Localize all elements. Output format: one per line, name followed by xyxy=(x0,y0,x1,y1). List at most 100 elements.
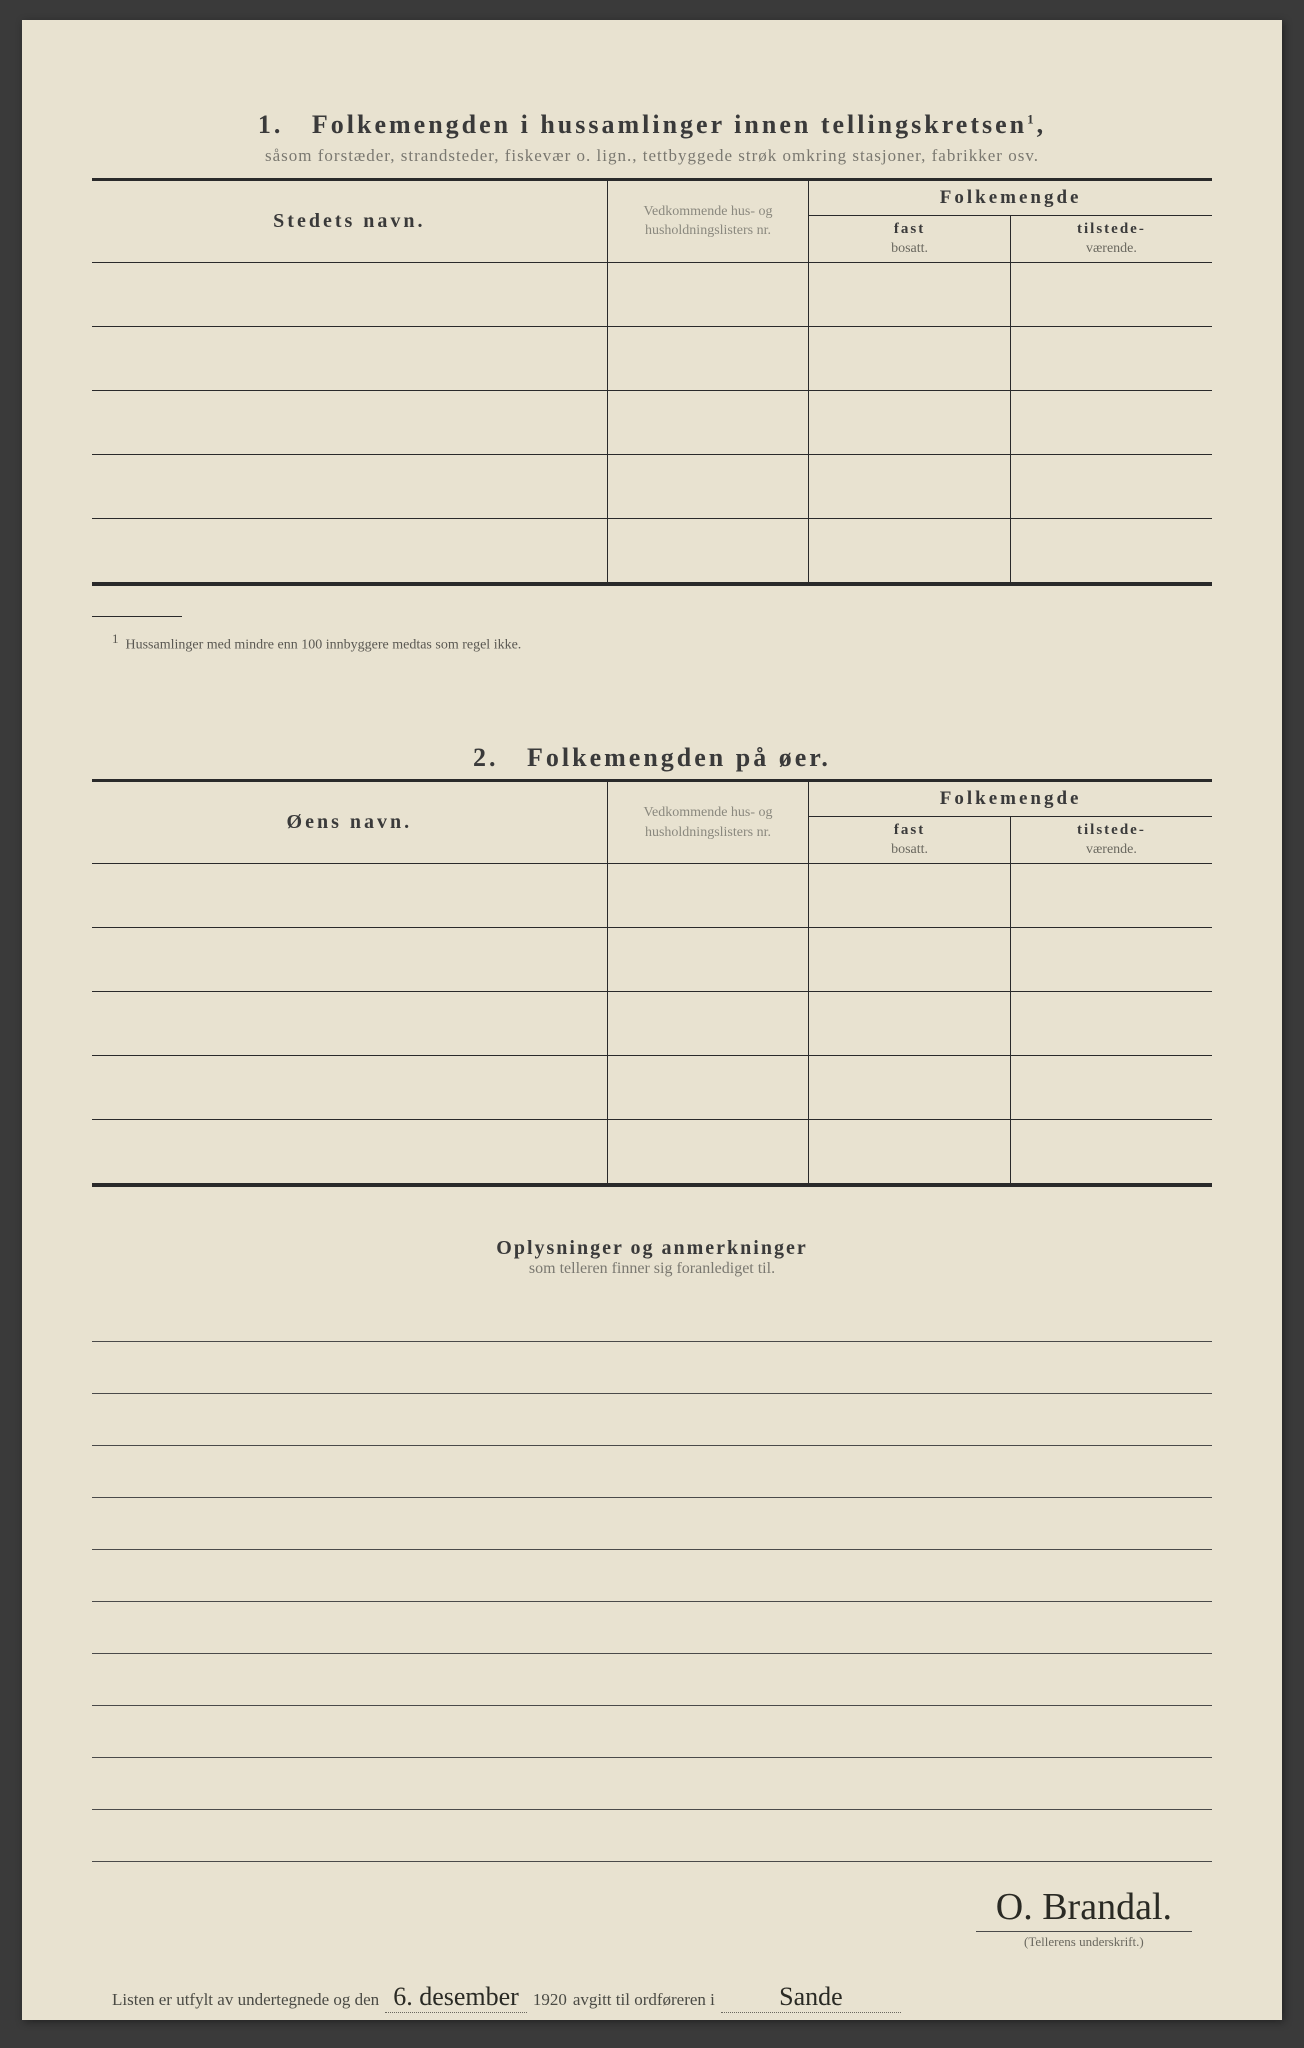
sig-date: 6. desember xyxy=(385,1982,527,2013)
table-cell xyxy=(809,1120,1011,1184)
col-fast-2: fastbosatt. xyxy=(809,817,1011,864)
col-stedets-navn: Stedets navn. xyxy=(92,181,607,262)
table-cell xyxy=(92,454,607,518)
sig-mid: avgitt til ordføreren i xyxy=(573,1990,715,2010)
table-cell xyxy=(1010,1120,1212,1184)
table-row xyxy=(92,864,1212,928)
remark-line xyxy=(92,1394,1212,1446)
table-2: Øens navn. Vedkommende hus- og husholdni… xyxy=(92,782,1212,1184)
col-oens-navn: Øens navn. xyxy=(92,782,607,863)
footnote: 1 Hussamlinger med mindre enn 100 innbyg… xyxy=(92,631,1212,654)
sig-name: O. Brandal. xyxy=(976,1885,1192,1932)
sig-year: 1920 xyxy=(533,1990,567,2010)
census-form-page: 1. Folkemengden i hussamlinger innen tel… xyxy=(22,20,1282,2020)
table-cell xyxy=(809,992,1011,1056)
table-cell xyxy=(809,390,1011,454)
remark-line xyxy=(92,1342,1212,1394)
table-cell xyxy=(1010,864,1212,928)
col-fast: fastbosatt. xyxy=(809,216,1011,263)
table-cell xyxy=(607,326,809,390)
table-cell xyxy=(607,928,809,992)
rule xyxy=(92,583,1212,586)
table-cell xyxy=(607,992,809,1056)
table-1-body xyxy=(92,262,1212,582)
table-row xyxy=(92,1056,1212,1120)
col-vedkommende-2: Vedkommende hus- og husholdningslisters … xyxy=(607,782,809,863)
col-vedkommende: Vedkommende hus- og husholdningslisters … xyxy=(607,181,809,262)
table-cell xyxy=(1010,928,1212,992)
table-row xyxy=(92,326,1212,390)
remark-line xyxy=(92,1550,1212,1602)
table-cell xyxy=(92,928,607,992)
footnote-marker: 1 xyxy=(112,631,119,646)
sig-caption: (Tellerens underskrift.) xyxy=(976,1934,1192,1950)
section-2-title-text: Folkemengden på øer. xyxy=(527,743,831,772)
sig-place: Sande xyxy=(721,1982,901,2013)
remarks-lines xyxy=(92,1290,1212,1862)
remark-line xyxy=(92,1498,1212,1550)
table-row xyxy=(92,390,1212,454)
remark-line xyxy=(92,1446,1212,1498)
table-cell xyxy=(607,390,809,454)
table-cell xyxy=(92,1056,607,1120)
table-cell xyxy=(1010,262,1212,326)
table-2-body xyxy=(92,864,1212,1184)
table-cell xyxy=(1010,326,1212,390)
table-cell xyxy=(607,518,809,582)
section-1-title-text: Folkemengden i hussamlinger innen tellin… xyxy=(312,110,1027,139)
oplys-title: Oplysninger og anmerkninger xyxy=(92,1237,1212,1260)
col-folkemengde: Folkemengde xyxy=(809,181,1212,216)
section-1-subtitle: såsom forstæder, strandsteder, fiskevær … xyxy=(92,146,1212,166)
table-cell xyxy=(1010,992,1212,1056)
table-row xyxy=(92,928,1212,992)
table-cell xyxy=(1010,390,1212,454)
table-cell xyxy=(607,262,809,326)
signature-statement: Listen er utfylt av undertegnede og den … xyxy=(92,1982,1212,2013)
remark-line xyxy=(92,1654,1212,1706)
table-cell xyxy=(1010,518,1212,582)
table-row xyxy=(92,454,1212,518)
sig-prefix: Listen er utfylt av undertegnede og den xyxy=(112,1990,379,2010)
table-cell xyxy=(607,1120,809,1184)
oplys-subtitle: som telleren finner sig foranlediget til… xyxy=(92,1260,1212,1278)
section-2: 2. Folkemengden på øer. Øens navn. Vedko… xyxy=(92,743,1212,1187)
table-cell xyxy=(92,518,607,582)
table-row xyxy=(92,992,1212,1056)
table-cell xyxy=(809,262,1011,326)
table-cell xyxy=(809,1056,1011,1120)
section-2-number: 2. xyxy=(473,743,499,772)
col-tilstede: tilstede-værende. xyxy=(1010,216,1212,263)
footnote-rule xyxy=(92,616,182,617)
section-1: 1. Folkemengden i hussamlinger innen tel… xyxy=(92,110,1212,653)
remark-line xyxy=(92,1706,1212,1758)
rule xyxy=(92,1184,1212,1187)
table-cell xyxy=(809,928,1011,992)
table-cell xyxy=(92,390,607,454)
table-cell xyxy=(607,864,809,928)
table-cell xyxy=(92,262,607,326)
table-cell xyxy=(809,326,1011,390)
table-row xyxy=(92,262,1212,326)
section-1-number: 1. xyxy=(258,110,284,139)
remark-line xyxy=(92,1602,1212,1654)
table-cell xyxy=(1010,1056,1212,1120)
section-1-sup: 1 xyxy=(1027,111,1037,126)
table-cell xyxy=(92,1120,607,1184)
table-cell xyxy=(92,992,607,1056)
remark-line xyxy=(92,1758,1212,1810)
table-cell xyxy=(809,518,1011,582)
table-row xyxy=(92,1120,1212,1184)
table-cell xyxy=(1010,454,1212,518)
section-2-title: 2. Folkemengden på øer. xyxy=(92,743,1212,773)
table-cell xyxy=(607,454,809,518)
signature-block: O. Brandal. (Tellerens underskrift.) xyxy=(976,1885,1192,1950)
table-cell xyxy=(607,1056,809,1120)
table-cell xyxy=(809,454,1011,518)
remark-line xyxy=(92,1810,1212,1862)
section-1-title: 1. Folkemengden i hussamlinger innen tel… xyxy=(92,110,1212,140)
footnote-text: Hussamlinger med mindre enn 100 innbygge… xyxy=(126,637,522,652)
table-row xyxy=(92,518,1212,582)
table-cell xyxy=(92,326,607,390)
col-tilstede-2: tilstede-værende. xyxy=(1010,817,1212,864)
col-folkemengde-2: Folkemengde xyxy=(809,782,1212,817)
